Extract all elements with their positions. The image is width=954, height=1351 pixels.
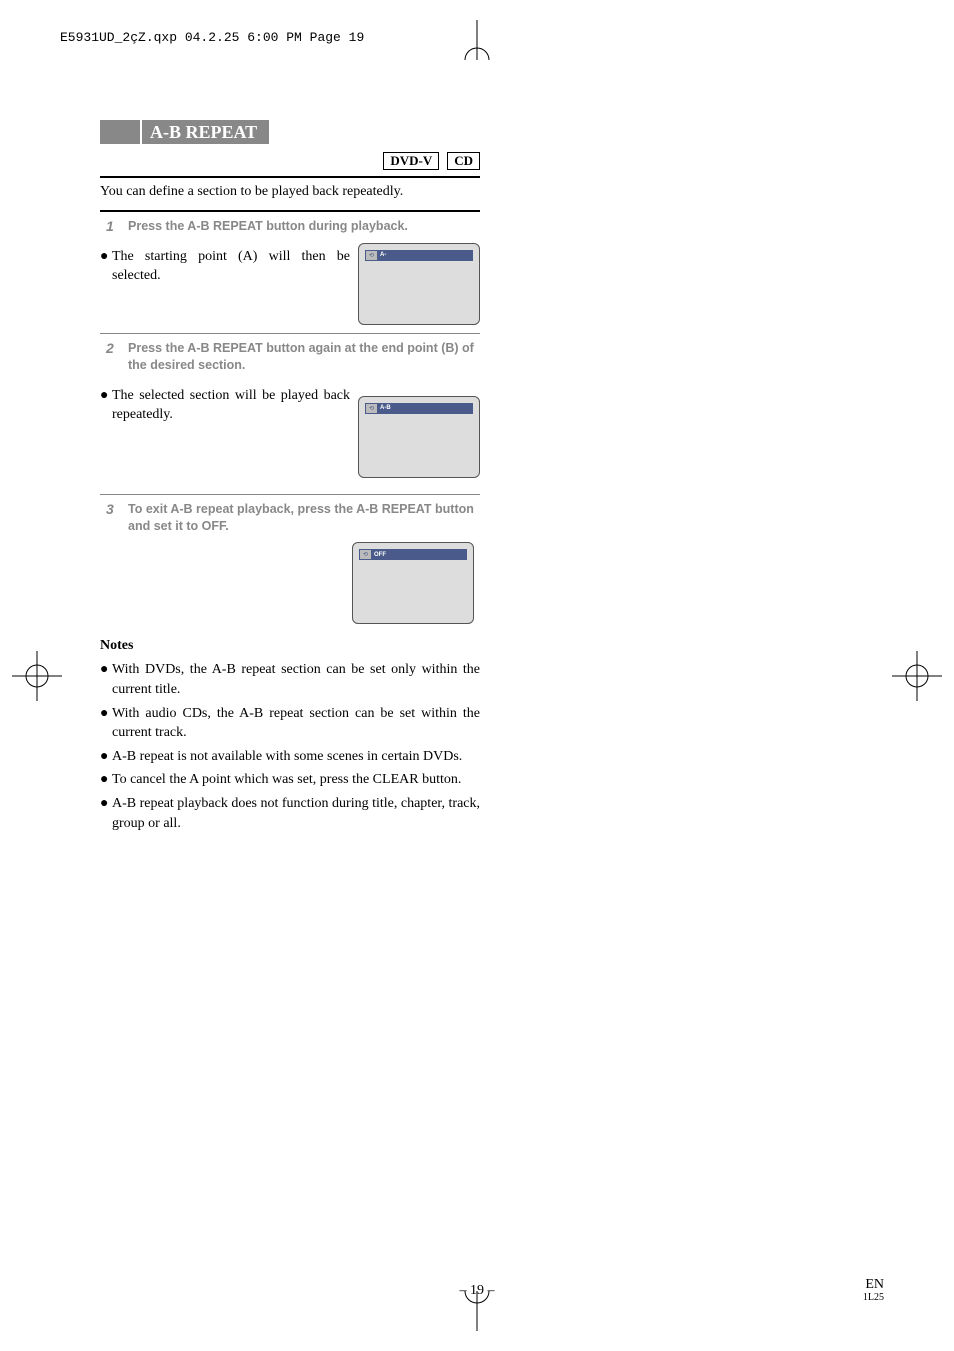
osd-screenshot-ab: ⟲ A-B bbox=[358, 396, 480, 478]
step-2: 2 Press the A-B REPEAT button again at t… bbox=[100, 340, 480, 374]
registration-mark-top-icon bbox=[457, 20, 497, 60]
bullet-icon: ● bbox=[100, 770, 112, 790]
divider bbox=[100, 210, 480, 212]
step-3: 3 To exit A-B repeat playback, press the… bbox=[100, 501, 480, 535]
step-text: Press the A-B REPEAT button during playb… bbox=[128, 218, 480, 235]
title-accent-bar bbox=[100, 120, 140, 144]
note-item: A-B repeat is not available with some sc… bbox=[112, 747, 480, 767]
section-title: A-B REPEAT bbox=[142, 120, 269, 144]
footer-code: 1L25 bbox=[863, 1292, 884, 1303]
print-job-header: E5931UD_2çZ.qxp 04.2.25 6:00 PM Page 19 bbox=[60, 30, 364, 45]
osd-label-a: A- bbox=[380, 252, 386, 258]
step-number: 3 bbox=[100, 501, 128, 535]
divider bbox=[100, 333, 480, 334]
osd-screenshot-off: ⟲ OFF bbox=[352, 542, 474, 624]
media-badges: DVD-V CD bbox=[100, 152, 480, 170]
bullet-icon: ● bbox=[100, 386, 112, 425]
osd-screenshot-a: ⟲ A- bbox=[358, 243, 480, 325]
step2-body: The selected section will be played back… bbox=[112, 386, 350, 425]
osd-label-ab: A-B bbox=[380, 405, 391, 411]
divider bbox=[100, 494, 480, 495]
registration-mark-left-icon bbox=[12, 651, 62, 701]
bullet-icon: ● bbox=[100, 704, 112, 743]
step-number: 2 bbox=[100, 340, 128, 374]
step1-body: The starting point (A) will then be sele… bbox=[112, 247, 350, 286]
badge-dvdv: DVD-V bbox=[383, 152, 439, 170]
divider bbox=[100, 176, 480, 178]
step-1: 1 Press the A-B REPEAT button during pla… bbox=[100, 218, 480, 235]
footer-lang: EN bbox=[863, 1277, 884, 1292]
note-item: To cancel the A point which was set, pre… bbox=[112, 770, 480, 790]
osd-label-off: OFF bbox=[374, 552, 386, 558]
bullet-icon: ● bbox=[100, 747, 112, 767]
notes-heading: Notes bbox=[100, 638, 480, 654]
step-number: 1 bbox=[100, 218, 128, 235]
bullet-icon: ● bbox=[100, 247, 112, 286]
note-item: With audio CDs, the A-B repeat section c… bbox=[112, 704, 480, 743]
badge-cd: CD bbox=[447, 152, 480, 170]
step-text: Press the A-B REPEAT button again at the… bbox=[128, 340, 480, 374]
section-title-row: A-B REPEAT bbox=[100, 120, 480, 144]
bullet-icon: ● bbox=[100, 794, 112, 833]
footer-codes: EN 1L25 bbox=[863, 1277, 884, 1303]
repeat-icon: ⟲ bbox=[366, 251, 377, 260]
bullet-icon: ● bbox=[100, 660, 112, 699]
repeat-icon: ⟲ bbox=[360, 550, 371, 559]
registration-mark-right-icon bbox=[892, 651, 942, 701]
repeat-icon: ⟲ bbox=[366, 404, 377, 413]
page-number: – 19 – bbox=[460, 1283, 495, 1299]
note-item: With DVDs, the A-B repeat section can be… bbox=[112, 660, 480, 699]
note-item: A-B repeat playback does not function du… bbox=[112, 794, 480, 833]
intro-text: You can define a section to be played ba… bbox=[100, 184, 480, 200]
step-text: To exit A-B repeat playback, press the A… bbox=[128, 501, 480, 535]
